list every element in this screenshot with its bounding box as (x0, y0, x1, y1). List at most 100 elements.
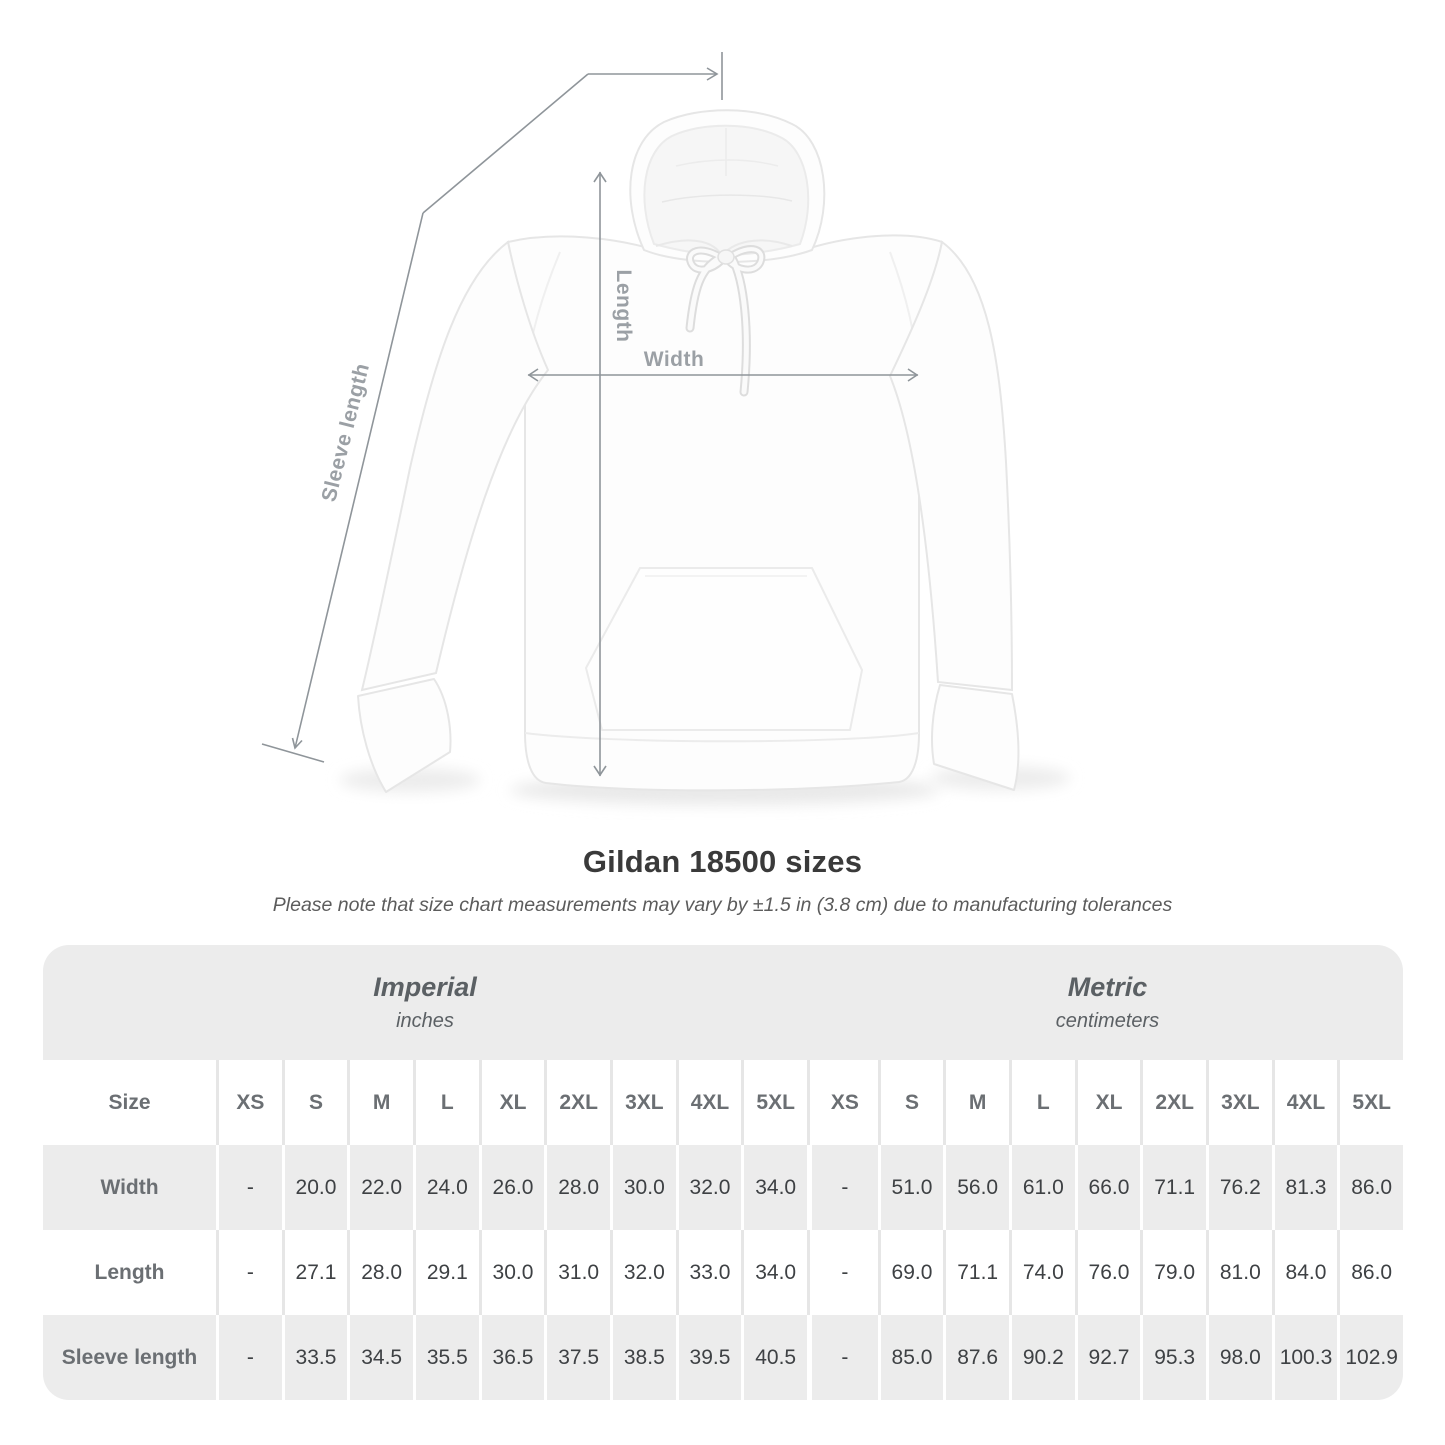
section-header-imperial: Imperial inches (43, 945, 807, 1060)
table-cell: 56.0 (943, 1145, 1009, 1230)
table-cell: 22.0 (347, 1145, 413, 1230)
arrowhead-down (593, 765, 607, 777)
table-cell: 86.0 (1337, 1145, 1403, 1230)
table-cell: 85.0 (877, 1315, 944, 1400)
size-col-header: L (1008, 1060, 1075, 1145)
table-cell: 81.3 (1271, 1145, 1338, 1230)
table-cell: 29.1 (412, 1230, 479, 1315)
size-col-header: L (412, 1060, 479, 1145)
table-cell: 95.3 (1140, 1315, 1206, 1400)
table-cell: 71.1 (1140, 1145, 1206, 1230)
table-cell: 34.0 (741, 1145, 807, 1230)
sleeve-diagonal-segment (422, 73, 589, 214)
measurement-arrows (261, 52, 919, 777)
table-divider (806, 1060, 812, 1145)
table-divider (806, 1145, 812, 1230)
table-cell: 87.6 (943, 1315, 1009, 1400)
table-cell: 28.0 (347, 1230, 413, 1315)
size-col-header: 2XL (544, 1060, 610, 1145)
hoodie-measurement-diagram: Length Width Sleeve length (261, 52, 1070, 805)
sleeve-end-tick (261, 743, 325, 763)
size-col-header: S (877, 1060, 944, 1145)
tolerance-note: Please note that size chart measurements… (272, 894, 1173, 916)
table-cell: 30.0 (478, 1230, 545, 1315)
arrowhead-left (527, 368, 539, 382)
table-cell: - (216, 1145, 282, 1230)
table-cell: 98.0 (1205, 1315, 1272, 1400)
size-col-header: 4XL (1271, 1060, 1338, 1145)
table-cell: 76.2 (1205, 1145, 1272, 1230)
size-col-header: M (347, 1060, 413, 1145)
table-cell: 32.0 (609, 1230, 676, 1315)
table-cell: 84.0 (1271, 1230, 1338, 1315)
table-cell: 34.0 (741, 1230, 807, 1315)
table-cell: 32.0 (675, 1145, 742, 1230)
table-cell: 40.5 (741, 1315, 807, 1400)
table-cell: 76.0 (1074, 1230, 1141, 1315)
table-cell: 36.5 (478, 1315, 545, 1400)
table-cell: 71.1 (943, 1230, 1009, 1315)
size-col-header: S (281, 1060, 348, 1145)
table-cell: - (216, 1315, 282, 1400)
section-title: Metric (1067, 972, 1148, 1002)
section-divider (806, 945, 812, 1060)
table-cell: 31.0 (544, 1230, 610, 1315)
section-unit: inches (396, 1010, 454, 1032)
table-cell: 24.0 (412, 1145, 479, 1230)
table-cell: 30.0 (609, 1145, 676, 1230)
section-unit: centimeters (1055, 1010, 1160, 1032)
table-cell: 100.3 (1271, 1315, 1338, 1400)
table-cell: 79.0 (1140, 1230, 1206, 1315)
table-cell: 66.0 (1074, 1145, 1141, 1230)
table-divider (806, 1230, 812, 1315)
size-col-header: 3XL (609, 1060, 676, 1145)
size-column-header: Size (43, 1060, 216, 1145)
table-cell: 33.0 (675, 1230, 742, 1315)
row-label: Width (43, 1145, 216, 1230)
table-cell: 90.2 (1008, 1315, 1075, 1400)
width-label: Width (644, 348, 705, 371)
table-cell: 33.5 (281, 1315, 348, 1400)
table-cell: 35.5 (412, 1315, 479, 1400)
table-cell: 27.1 (281, 1230, 348, 1315)
table-cell: 28.0 (544, 1145, 610, 1230)
arrowhead-up (593, 171, 607, 183)
size-col-header: 5XL (1337, 1060, 1403, 1145)
size-col-header: 3XL (1205, 1060, 1272, 1145)
table-cell: 69.0 (877, 1230, 944, 1315)
table-cell: - (811, 1315, 878, 1400)
table-cell: 37.5 (544, 1315, 610, 1400)
size-col-header: XS (216, 1060, 282, 1145)
hoodie-illustration (340, 109, 1070, 805)
table-cell: 81.0 (1205, 1230, 1272, 1315)
table-cell: 51.0 (877, 1145, 944, 1230)
table-cell: 26.0 (478, 1145, 545, 1230)
row-label: Sleeve length (43, 1315, 216, 1400)
sleeve-length-label: Sleeve length (317, 361, 374, 504)
table-cell: 74.0 (1008, 1230, 1075, 1315)
size-col-header: XL (478, 1060, 545, 1145)
size-table: Imperial inches Metric centimeters Size XS S M L… (43, 945, 1403, 1400)
row-label: Length (43, 1230, 216, 1315)
size-col-header: XL (1074, 1060, 1141, 1145)
table-cell: - (811, 1145, 878, 1230)
table-cell: - (216, 1230, 282, 1315)
arrowhead-right (706, 67, 719, 81)
size-col-header: M (943, 1060, 1009, 1145)
table-cell: - (811, 1230, 878, 1315)
table-cell: 102.9 (1337, 1315, 1403, 1400)
table-cell: 38.5 (609, 1315, 676, 1400)
section-title: Imperial (373, 972, 477, 1002)
size-col-header: XS (811, 1060, 878, 1145)
table-cell: 92.7 (1074, 1315, 1141, 1400)
sleeve-length-line (294, 212, 424, 749)
table-cell: 20.0 (281, 1145, 348, 1230)
table-cell: 61.0 (1008, 1145, 1075, 1230)
table-divider (806, 1315, 812, 1400)
size-col-header: 5XL (741, 1060, 807, 1145)
table-cell: 34.5 (347, 1315, 413, 1400)
table-cell: 86.0 (1337, 1230, 1403, 1315)
table-cell: 39.5 (675, 1315, 742, 1400)
arrowhead-sleeve-end (291, 737, 303, 750)
